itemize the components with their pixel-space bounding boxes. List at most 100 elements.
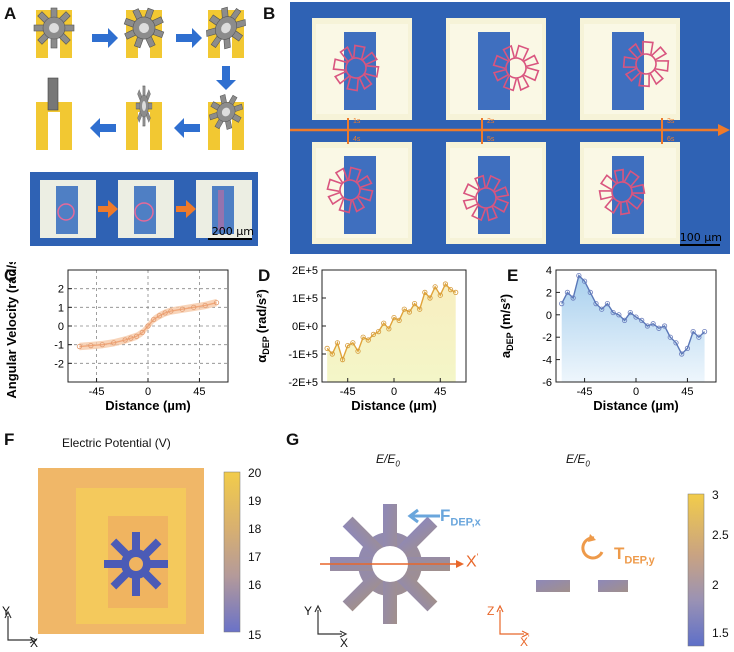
- x-tick-label: 0: [391, 386, 397, 398]
- panel-label-a: A: [4, 4, 17, 23]
- data-point: [179, 306, 185, 312]
- scale-bar-label: 100 µm: [679, 231, 722, 244]
- frame-mark: 1s: [353, 118, 361, 125]
- panel-a-schematic: [33, 2, 254, 150]
- data-point: [386, 326, 392, 332]
- data-point: [696, 334, 702, 340]
- colorbar-tick: 17: [248, 550, 262, 564]
- panel-f-title: Electric Potential (V): [62, 436, 171, 450]
- panel-label-d: D: [258, 266, 271, 285]
- y-tick-label: 4: [546, 265, 552, 277]
- data-point: [76, 343, 83, 350]
- stage-3: [198, 2, 254, 58]
- y-tick-label: -6: [542, 377, 552, 389]
- data-point: [417, 306, 423, 312]
- data-point: [360, 334, 366, 340]
- data-point: [422, 289, 428, 295]
- panel-label-e: E: [507, 266, 519, 285]
- colorbar-tick: 15: [248, 628, 262, 642]
- data-point: [213, 300, 220, 306]
- axis-x-label: X: [30, 636, 39, 650]
- y-tick-label: 2E+5: [292, 265, 318, 277]
- y-axis-label: αDEP(rad/s²): [254, 289, 271, 363]
- y-axis-label: aDEP(m/s²): [498, 294, 515, 358]
- arrow-left-icon: [90, 118, 116, 138]
- data-point: [576, 273, 582, 279]
- chart-e: -45 0 45 4 2 0 -2 -4 -6 Distance (µm) aDEP(m/s²): [498, 265, 717, 413]
- data-point: [599, 306, 605, 312]
- chart-d: -45 0 45 2E+5 1E+5 0E+0 -1E+5 -2E+5 Distance (µm…: [254, 265, 467, 413]
- data-point: [432, 284, 438, 290]
- data-point: [365, 337, 371, 343]
- data-point: [633, 314, 639, 320]
- data-point: [156, 313, 163, 319]
- data-point: [396, 317, 402, 324]
- x-tick-label: -45: [340, 386, 356, 398]
- data-point: [139, 329, 145, 336]
- data-point: [370, 331, 377, 338]
- y-tick-label: 0: [58, 321, 64, 333]
- data-point: [610, 309, 616, 316]
- data-point: [564, 289, 571, 295]
- data-point: [128, 335, 134, 341]
- colorbar: [687, 493, 705, 647]
- x-tick-label: 0: [145, 386, 151, 398]
- data-point: [162, 310, 168, 316]
- data-point: [559, 300, 565, 307]
- y-tick-label: -4: [542, 355, 552, 367]
- data-point: [587, 289, 593, 295]
- frame-mark: 5s: [487, 136, 495, 143]
- data-point: [684, 345, 691, 352]
- data-point: [679, 351, 685, 357]
- torque-arrow-icon: [581, 536, 604, 560]
- data-point: [570, 295, 576, 301]
- data-point: [427, 295, 433, 301]
- data-point: [334, 340, 341, 346]
- torque-label: TDEP,y: [614, 544, 655, 567]
- arrow-right-icon: [92, 28, 118, 48]
- data-point: [345, 343, 351, 349]
- y-tick-label: 1: [58, 302, 64, 314]
- force-arrow-icon: [407, 508, 440, 524]
- y-tick-label: -2: [54, 358, 64, 370]
- frame-mark: 3s: [667, 118, 675, 125]
- data-point: [581, 278, 588, 284]
- x-prime-label: X': [466, 552, 479, 571]
- force-label: FDEP,x: [440, 506, 481, 529]
- data-point: [604, 300, 611, 307]
- data-point: [355, 348, 361, 354]
- data-point: [151, 316, 157, 323]
- scale-bar: [208, 238, 252, 240]
- panel-label-c: C: [4, 266, 17, 285]
- arrow-left-icon: [174, 118, 200, 138]
- chart-c: -45 0 45 2 1 0 -1 -2 Distance (µm) Angular Veloci…: [4, 262, 229, 413]
- frame-mark: 4s: [353, 136, 361, 143]
- frame-mark: 6s: [667, 136, 675, 143]
- data-point: [111, 340, 117, 346]
- arrow-right-icon: [176, 200, 196, 218]
- data-point: [639, 317, 645, 324]
- panel-label-f: F: [4, 430, 15, 449]
- data-point: [350, 340, 356, 346]
- data-point: [145, 323, 151, 329]
- panel-g-title-left: E/E0: [376, 452, 400, 469]
- y-axis-label: Angular Velocity (rad/s): [4, 262, 19, 399]
- stage-1: [33, 7, 75, 58]
- panel-g-simulation: [314, 493, 705, 647]
- data-point: [650, 321, 656, 327]
- y-tick-label: -1E+5: [288, 349, 318, 361]
- x-axis-label: Distance (µm): [351, 398, 437, 413]
- colorbar-tick: 18: [248, 522, 262, 536]
- scale-bar-label: 200 µm: [211, 225, 254, 238]
- data-point: [453, 289, 459, 295]
- colorbar-tick: 16: [248, 578, 262, 592]
- axis-x-label: X: [340, 636, 349, 650]
- axis-y-label: Y: [304, 604, 313, 618]
- y-tick-label: -1: [54, 340, 64, 352]
- data-point: [667, 334, 673, 340]
- axis-z-label: Z: [487, 604, 495, 618]
- data-point: [673, 340, 679, 346]
- frame-mark: 2s: [487, 118, 495, 125]
- colorbar-tick: 3: [712, 488, 719, 502]
- data-point: [168, 308, 174, 314]
